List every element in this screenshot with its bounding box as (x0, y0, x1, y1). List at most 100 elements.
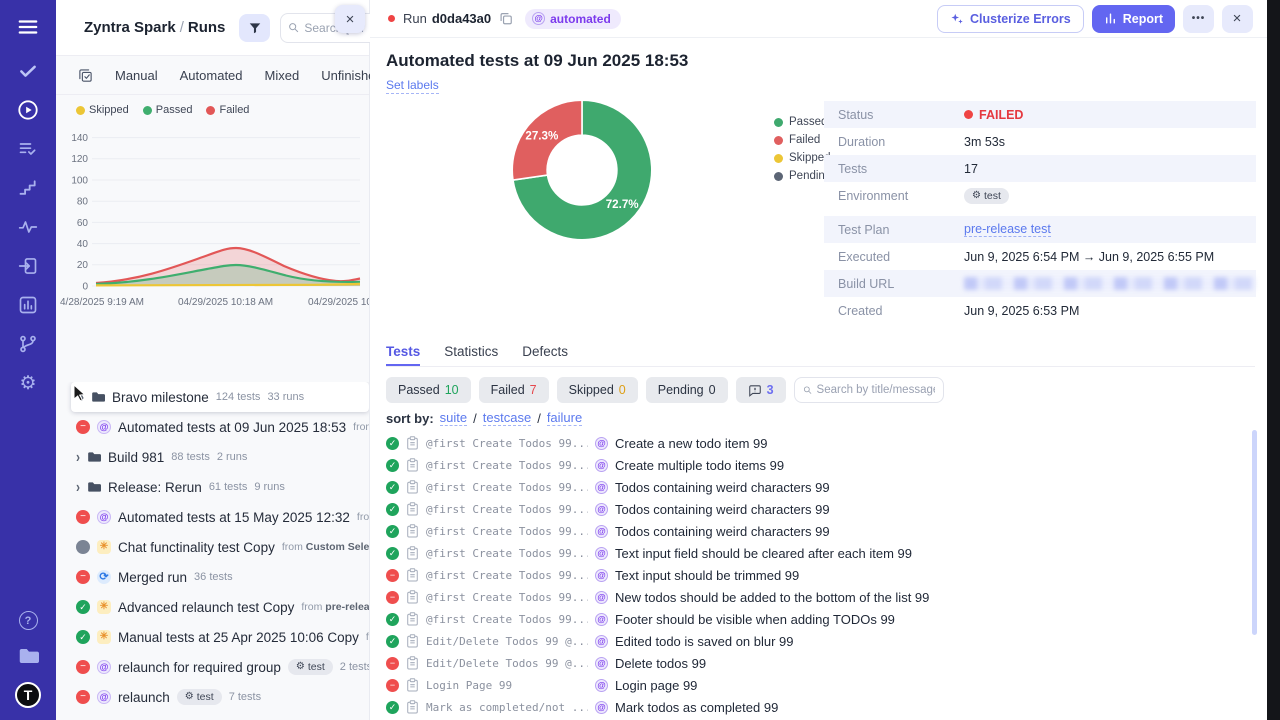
test-row[interactable]: − @first Create Todos 99... @ Text input… (386, 564, 1243, 586)
runs-filter-tabs: Manual Automated Mixed Unfinished (56, 56, 383, 95)
automated-icon: @ (595, 678, 608, 692)
automated-run-icon: @ (97, 420, 111, 434)
set-labels-link[interactable]: Set labels (386, 78, 439, 94)
chip-comments[interactable]: 3 (735, 377, 786, 403)
window-edge (1267, 0, 1280, 720)
projects-folder-icon[interactable] (17, 645, 39, 667)
tab-defects[interactable]: Defects (522, 344, 569, 359)
tab-statistics[interactable]: Statistics (444, 344, 499, 359)
manual-run-icon: ✳ (97, 600, 111, 614)
detail-row-created: Created Jun 9, 2025 6:53 PM (838, 303, 1080, 318)
tab-tests[interactable]: Tests (386, 344, 421, 366)
failed-dot (206, 105, 216, 115)
test-row[interactable]: ✓ @first Create Todos 99... @ Todos cont… (386, 520, 1243, 542)
gear-icon: ⚙ (295, 661, 305, 672)
tests-check-icon[interactable] (17, 60, 39, 82)
tab-automated[interactable]: Automated (179, 67, 243, 83)
report-button[interactable]: Report (1091, 4, 1175, 33)
passed-status-icon: ✓ (386, 612, 399, 626)
sparkles-icon (951, 13, 963, 24)
chip-failed[interactable]: Failed 7 (478, 377, 549, 403)
import-icon[interactable] (17, 255, 39, 277)
run-list-item[interactable]: − @ relaunch for required group ⚙ test 2 … (56, 652, 369, 682)
run-list-item-folder[interactable]: › Build 981 88 tests 2 runs (76, 447, 248, 467)
svg-text:140: 140 (71, 133, 88, 144)
chip-passed[interactable]: Passed 10 (386, 377, 471, 403)
runs-search[interactable] (280, 12, 383, 43)
copy-icon[interactable] (499, 11, 513, 26)
settings-gear-icon[interactable]: ⚙ (19, 372, 37, 394)
run-list-item[interactable]: ✳ Chat functinality test Copy from Custo… (56, 532, 369, 562)
skipped-dot (774, 153, 783, 163)
app-logo[interactable]: T (15, 682, 41, 708)
detail-row-build-url: Build URL (824, 270, 1256, 297)
test-row[interactable]: ✓ Edit/Delete Todos 99 @... @ Edited tod… (386, 630, 1243, 652)
clipboard-icon (407, 546, 418, 560)
trend-area-chart: 140 120 100 80 60 40 20 0 (71, 133, 361, 292)
run-list-item[interactable]: − @ Automated tests at 09 Jun 2025 18:53… (56, 412, 369, 442)
test-row[interactable]: ✓ @first Create Todos 99... @ Text input… (386, 542, 1243, 564)
run-list-item[interactable]: − @ relaunch ⚙ test 7 tests (56, 682, 369, 712)
run-list-item-folder[interactable]: › Release: Rerun 61 tests 9 runs (76, 477, 285, 497)
run-list-item[interactable]: ✓ ✳ Advanced relaunch test Copy from pre… (56, 592, 369, 622)
run-list-item[interactable]: − ⟳ Merged run 36 tests (56, 562, 369, 592)
tests-search[interactable] (793, 377, 944, 403)
tests-search-input[interactable] (816, 384, 935, 396)
sort-by-testcase[interactable]: testcase (482, 410, 532, 426)
sort-by-failure[interactable]: failure (546, 410, 583, 426)
test-row[interactable]: − Edit/Delete Todos 99 @... @ Delete tod… (386, 652, 1243, 674)
breadcrumb: Zyntra Spark / Runs (84, 19, 226, 36)
environment-badge: ⚙ test (176, 689, 222, 705)
automated-badge[interactable]: @ automated (525, 8, 621, 29)
test-row[interactable]: ✓ Mark as completed/not ... @ Mark todos… (386, 696, 1243, 718)
gear-icon: ⚙ (184, 691, 194, 702)
test-row[interactable]: ✓ @first Create Todos 99... @ Todos cont… (386, 476, 1243, 498)
run-list-item-milestone[interactable]: › Bravo milestone 124 tests 33 runs (71, 382, 369, 412)
clipboard-icon (407, 568, 418, 582)
bar-chart-icon (1105, 13, 1115, 24)
detail-row-environment: Environment ⚙ test (824, 182, 1256, 209)
test-row[interactable]: ✓ @first Create Todos 99... @ Footer sho… (386, 608, 1243, 630)
run-list-item[interactable]: − @ Automated tests at 15 May 2025 12:32… (56, 502, 369, 532)
clipboard-icon (407, 502, 418, 516)
test-row[interactable]: − Login Page 99 @ Login page 99 (386, 674, 1243, 696)
clipboard-icon (407, 524, 418, 538)
tests-scrollbar[interactable] (1252, 430, 1257, 635)
test-row[interactable]: ✓ @first Create Todos 99... @ Create mul… (386, 454, 1243, 476)
test-plans-icon[interactable] (17, 138, 39, 160)
sort-by-suite[interactable]: suite (439, 410, 468, 426)
test-row[interactable]: − @first Create Todos 99... @ New todos … (386, 586, 1243, 608)
panel-close-button[interactable]: × (335, 5, 365, 33)
more-button[interactable]: ••• (1183, 4, 1214, 33)
hamburger-menu-icon[interactable] (17, 16, 39, 38)
tab-manual[interactable]: Manual (115, 67, 158, 83)
run-list-item[interactable]: ✓ ✳ Manual tests at 25 Apr 2025 10:06 Co… (56, 622, 369, 652)
run-id: d0da43a0 (431, 11, 492, 26)
test-row[interactable]: ✓ @first Create Todos 99... @ Create a n… (386, 432, 1243, 454)
filter-button[interactable] (239, 13, 271, 42)
chip-skipped[interactable]: Skipped 0 (556, 377, 638, 403)
help-icon[interactable]: ? (18, 611, 38, 630)
select-all-icon[interactable] (78, 68, 93, 83)
tab-mixed[interactable]: Mixed (264, 67, 300, 83)
close-run-button[interactable]: × (1222, 4, 1253, 33)
test-plan-link[interactable]: pre-release test (964, 222, 1051, 237)
folder-icon (88, 482, 101, 492)
branches-git-icon[interactable] (17, 333, 39, 355)
tab-unfinished[interactable]: Unfinished (321, 67, 383, 83)
search-icon (803, 386, 811, 394)
environment-badge: ⚙ test (964, 187, 1009, 204)
clipboard-icon (407, 458, 418, 472)
svg-text:80: 80 (77, 197, 89, 208)
passed-status-icon: ✓ (76, 600, 90, 614)
sidebar-bottom: ? T (15, 611, 41, 708)
reports-chart-icon[interactable] (17, 294, 39, 316)
failed-status-icon: − (386, 678, 399, 692)
analytics-pulse-icon[interactable] (17, 216, 39, 238)
chip-pending[interactable]: Pending 0 (645, 377, 728, 403)
clusterize-errors-button[interactable]: Clusterize Errors (936, 4, 1084, 33)
runs-play-icon[interactable] (17, 99, 39, 121)
test-row[interactable]: ✓ @first Create Todos 99... @ Todos cont… (386, 498, 1243, 520)
milestones-steps-icon[interactable] (17, 177, 39, 199)
failed-status-icon: − (386, 568, 399, 582)
